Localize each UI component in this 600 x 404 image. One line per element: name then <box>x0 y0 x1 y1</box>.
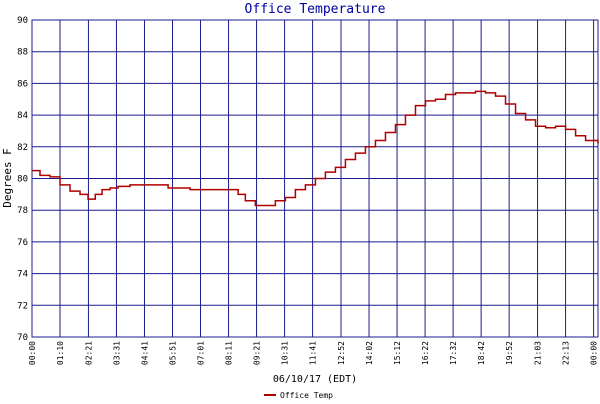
x-tick-label: 01:10 <box>56 341 65 365</box>
y-tick-label: 84 <box>17 111 28 121</box>
x-tick-label: 17:32 <box>449 341 458 365</box>
y-tick-label: 82 <box>17 143 28 153</box>
y-tick-label: 70 <box>17 333 28 343</box>
x-tick-label: 11:41 <box>309 341 318 365</box>
y-tick-label: 72 <box>17 301 28 311</box>
y-tick-label: 88 <box>17 48 28 58</box>
x-tick-label: 02:21 <box>84 341 93 365</box>
x-tick-label: 00:00 <box>28 341 37 365</box>
x-tick-label: 05:51 <box>168 341 177 365</box>
x-tick-label: 15:12 <box>393 341 402 365</box>
plot-border <box>31 19 599 338</box>
x-tick-label: 18:42 <box>477 341 486 365</box>
chart-title: Office Temperature <box>245 2 386 17</box>
x-tick-label: 19:52 <box>505 341 514 365</box>
y-axis-label: Degrees F <box>1 148 14 208</box>
x-tick-label: 10:31 <box>281 341 290 365</box>
x-tick-label: 04:41 <box>140 341 149 365</box>
y-tick-label: 78 <box>17 206 28 216</box>
x-tick-label: 07:01 <box>197 341 206 365</box>
y-tick-label: 80 <box>17 175 28 185</box>
y-tick-label: 86 <box>17 79 28 89</box>
x-tick-label: 03:31 <box>112 341 121 365</box>
y-tick-label: 74 <box>17 270 28 280</box>
x-tick-label: 09:21 <box>253 341 262 365</box>
legend-label: Office Temp <box>280 391 333 400</box>
x-tick-label: 08:11 <box>225 341 234 365</box>
x-tick-label: 12:52 <box>337 341 346 365</box>
x-tick-label: 21:03 <box>534 341 543 365</box>
data-line <box>32 90 599 207</box>
x-tick-label: 00:00 <box>590 341 599 365</box>
x-axis-label: 06/10/17 (EDT) <box>273 374 357 385</box>
x-tick-label: 14:02 <box>365 341 374 365</box>
x-tick-label: 22:13 <box>562 341 571 365</box>
y-tick-label: 90 <box>17 16 28 26</box>
x-tick-label: 16:22 <box>421 341 430 365</box>
y-tick-label: 76 <box>17 238 28 248</box>
